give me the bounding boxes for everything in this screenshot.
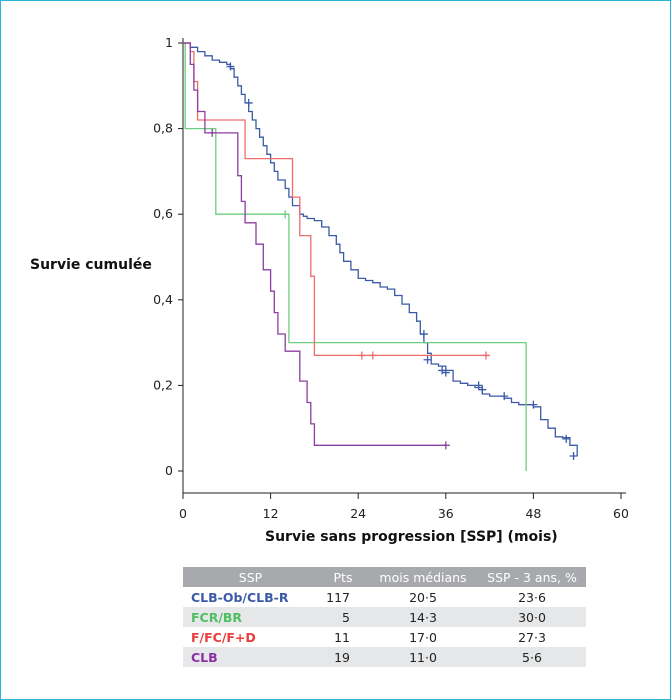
y-tick-label: 0,8 bbox=[153, 121, 173, 136]
table-header-row: SSP Pts mois médians SSP - 3 ans, % bbox=[183, 567, 586, 587]
y-tick-label: 1 bbox=[165, 35, 173, 50]
censor-mark-clb-ob-clb-r bbox=[244, 98, 253, 107]
censor-mark-f-fc-f-d bbox=[357, 351, 366, 360]
row-ssp3: 30·0 bbox=[478, 607, 586, 627]
header-pts: Pts bbox=[318, 567, 368, 587]
censor-mark-clb-ob-clb-r bbox=[569, 452, 578, 461]
header-ssp: SSP bbox=[183, 567, 318, 587]
censor-mark-clb-ob-clb-r bbox=[438, 366, 447, 375]
censor-mark-clb-ob-clb-r bbox=[226, 62, 235, 71]
row-median: 17·0 bbox=[409, 629, 437, 645]
header-ssp3: SSP - 3 ans, % bbox=[478, 567, 586, 587]
chart-series bbox=[183, 42, 578, 471]
y-tick-label: 0,4 bbox=[153, 292, 173, 307]
censor-mark-fcr-br bbox=[281, 210, 290, 219]
row-median: 20·5 bbox=[409, 589, 437, 605]
row-name: FCR/BR bbox=[183, 607, 318, 627]
censor-mark-clb-ob-clb-r bbox=[562, 434, 571, 443]
survival-chart: 0 0,2 0,4 0,6 0,8 1 0 12 24 36 48 60 bbox=[153, 35, 629, 521]
row-name: CLB-Ob/CLB-R bbox=[191, 589, 289, 605]
summary-table: SSP Pts mois médians SSP - 3 ans, % CLB-… bbox=[183, 567, 586, 667]
series-line-fcr-br bbox=[183, 42, 527, 471]
row-pts: 19 bbox=[318, 647, 368, 667]
censor-mark-clb bbox=[441, 441, 450, 450]
x-tick-label: 12 bbox=[263, 506, 279, 521]
censor-mark-clb bbox=[208, 128, 217, 137]
censor-mark-clb-ob-clb-r bbox=[423, 355, 432, 364]
series-line-f-fc-f-d bbox=[183, 42, 490, 357]
table-row: FCR/BR 5 14·3 30·0 bbox=[183, 607, 586, 627]
censor-mark-f-fc-f-d bbox=[368, 351, 377, 360]
censor-mark-clb-ob-clb-r bbox=[441, 368, 450, 377]
header-median: mois médians bbox=[368, 567, 478, 587]
row-median: 14·3 bbox=[368, 607, 478, 627]
censor-mark-clb-ob-clb-r bbox=[419, 330, 428, 339]
row-pts: 117 bbox=[326, 589, 350, 605]
chart-axes: 0 0,2 0,4 0,6 0,8 1 0 12 24 36 48 60 bbox=[153, 35, 629, 521]
x-tick-label: 48 bbox=[525, 506, 541, 521]
censor-mark-clb-ob-clb-r bbox=[500, 392, 509, 401]
y-axis-label: Survie cumulée bbox=[30, 257, 152, 273]
row-name: F/FC/F+D bbox=[191, 629, 256, 645]
row-median: 11·0 bbox=[368, 647, 478, 667]
censor-mark-clb-ob-clb-r bbox=[478, 385, 487, 394]
row-pts: 5 bbox=[318, 607, 368, 627]
row-ssp3: 23·6 bbox=[518, 589, 546, 605]
y-tick-label: 0,6 bbox=[153, 206, 173, 221]
x-tick-label: 60 bbox=[613, 506, 629, 521]
series-line-clb-ob-clb-r bbox=[183, 42, 578, 456]
table-row: CLB 19 11·0 5·6 bbox=[183, 647, 586, 667]
row-ssp3: 5·6 bbox=[478, 647, 586, 667]
row-name: CLB bbox=[183, 647, 318, 667]
table-row: CLB-Ob/CLB-R 117 20·5 23·6 bbox=[183, 587, 586, 607]
censor-mark-clb-ob-clb-r bbox=[474, 381, 483, 390]
series-line-clb bbox=[183, 42, 446, 446]
row-ssp3: 27·3 bbox=[518, 629, 546, 645]
x-tick-label: 0 bbox=[179, 506, 187, 521]
y-tick-label: 0,2 bbox=[153, 377, 173, 392]
censor-mark-f-fc-f-d bbox=[481, 351, 490, 360]
x-axis-label: Survie sans progression [SSP] (mois) bbox=[265, 529, 558, 545]
row-pts: 11 bbox=[334, 629, 350, 645]
table-row: F/FC/F+D 11 17·0 27·3 bbox=[183, 627, 586, 647]
x-tick-label: 36 bbox=[438, 506, 454, 521]
y-tick-label: 0 bbox=[165, 463, 173, 478]
censor-mark-clb-ob-clb-r bbox=[529, 400, 538, 409]
x-tick-label: 24 bbox=[350, 506, 366, 521]
